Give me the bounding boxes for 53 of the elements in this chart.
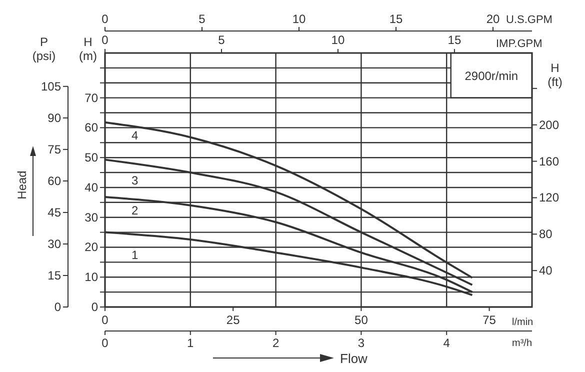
y2-tick-label: 40: [539, 264, 553, 278]
y-tick-label: 60: [84, 120, 98, 135]
y3-tick-label: 90: [48, 110, 62, 125]
x-tick-label: 4: [443, 336, 450, 350]
x2-axis-title: U.S.GPM: [506, 14, 552, 26]
text: 10: [331, 33, 345, 47]
y3-tick-label: 60: [48, 174, 62, 188]
x-tick-label: 0: [102, 336, 109, 350]
x-tick-label: 2: [272, 336, 280, 350]
series-label: 3: [132, 174, 139, 188]
y-tick-label: 70: [84, 90, 98, 105]
y-tick-label: 40: [84, 180, 98, 194]
y-tick-label: 20: [84, 240, 98, 254]
x2-tick-label: 15: [389, 12, 403, 26]
y3-tick-label: 45: [48, 205, 62, 220]
x-axis-title: m³/h: [512, 338, 532, 349]
y3-axis-title: P (psi): [32, 35, 56, 63]
y2-tick-label: 160: [539, 154, 560, 168]
y3-tick-label: 105: [40, 79, 62, 94]
y-tick-label: 50: [84, 150, 98, 165]
text: 25: [226, 313, 240, 327]
text: IMP.GPM: [496, 38, 542, 50]
y-tick-label: 10: [84, 270, 98, 284]
y3-tick-label: 15: [48, 268, 62, 282]
series-label: 2: [132, 203, 139, 218]
y2-tick-label: 200: [539, 118, 560, 132]
text: 0: [102, 33, 109, 47]
y-axis-title: H (m): [79, 35, 97, 63]
y3-tick-label: 30: [48, 236, 62, 251]
text: 15: [448, 33, 462, 47]
text: 0: [102, 313, 109, 327]
y-tick-label: 30: [84, 210, 98, 224]
x2-tick-label: 10: [292, 12, 306, 26]
text: Flow: [340, 351, 368, 366]
annotation: 2900r/min: [464, 69, 518, 83]
y-tick-label: 0: [91, 300, 98, 314]
y2-tick-label: 80: [539, 227, 553, 242]
x-tick-label: 1: [187, 336, 194, 350]
x2-tick-label: 0: [102, 12, 109, 26]
x-tick-label: 3: [358, 336, 365, 350]
text: 50: [354, 313, 368, 327]
text: 5: [218, 33, 226, 47]
y3-tick-label: 0: [54, 300, 62, 314]
series-label: 1: [132, 248, 139, 262]
series-label: 4: [132, 128, 139, 143]
x2-tick-label: 20: [486, 12, 500, 26]
y2-tick-label: 120: [539, 190, 560, 205]
text: 75: [482, 313, 496, 327]
x2-tick-label: 5: [198, 12, 206, 26]
y2-axis-title: H (ft): [548, 61, 562, 89]
text: l/min: [512, 317, 534, 328]
text: Head: [15, 170, 29, 200]
y3-tick-label: 75: [48, 142, 62, 156]
